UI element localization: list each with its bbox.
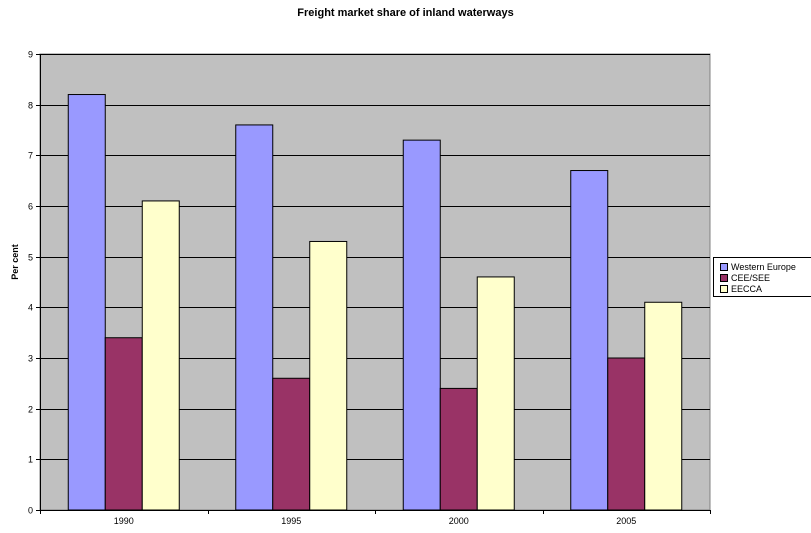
y-tick-label-5: 5 — [28, 253, 33, 263]
y-tick-label-1: 1 — [28, 455, 33, 465]
legend-item-cee-see: CEE/SEE — [720, 272, 811, 283]
y-tick-label-7: 7 — [28, 151, 33, 161]
y-tick-label-6: 6 — [28, 202, 33, 212]
bar-eecca-2000 — [476, 276, 515, 511]
legend-label-cee-see: CEE/SEE — [731, 272, 771, 283]
x-tick-label-1995: 1995 — [281, 516, 301, 526]
y-tick-label-0: 0 — [28, 506, 33, 516]
y-tick-label-4: 4 — [28, 303, 33, 313]
bar-western-europe-2000 — [402, 139, 441, 511]
bar-western-europe-1990 — [67, 94, 106, 511]
bar-cee-see-2000 — [439, 387, 478, 511]
x-tick-label-1990: 1990 — [114, 516, 134, 526]
legend-swatch-eecca — [720, 284, 728, 293]
bar-eecca-1990 — [141, 200, 180, 511]
y-tick-label-3: 3 — [28, 354, 33, 364]
x-tick-label-2000: 2000 — [449, 516, 469, 526]
bar-eecca-2005 — [644, 301, 683, 511]
bar-western-europe-2005 — [570, 170, 609, 511]
legend-swatch-western-europe — [720, 262, 728, 271]
legend-swatch-cee-see — [720, 273, 728, 282]
x-tick-label-2005: 2005 — [616, 516, 636, 526]
bar-western-europe-1995 — [235, 124, 274, 511]
chart-title: Freight market share of inland waterways — [297, 7, 514, 19]
bar-cee-see-1990 — [104, 337, 143, 511]
legend-item-western-europe: Western Europe — [720, 261, 811, 272]
bar-cee-see-1995 — [272, 377, 311, 511]
bar-eecca-1995 — [309, 240, 348, 511]
legend-item-eecca: EECCA — [720, 283, 811, 294]
legend: Western Europe CEE/SEE EECCA — [713, 257, 811, 297]
bar-cee-see-2005 — [607, 357, 646, 511]
legend-label-western-europe: Western Europe — [731, 261, 796, 272]
y-tick-label-2: 2 — [28, 405, 33, 415]
legend-label-eecca: EECCA — [731, 283, 763, 294]
y-tick-label-9: 9 — [28, 50, 33, 60]
y-tick-label-8: 8 — [28, 101, 33, 111]
